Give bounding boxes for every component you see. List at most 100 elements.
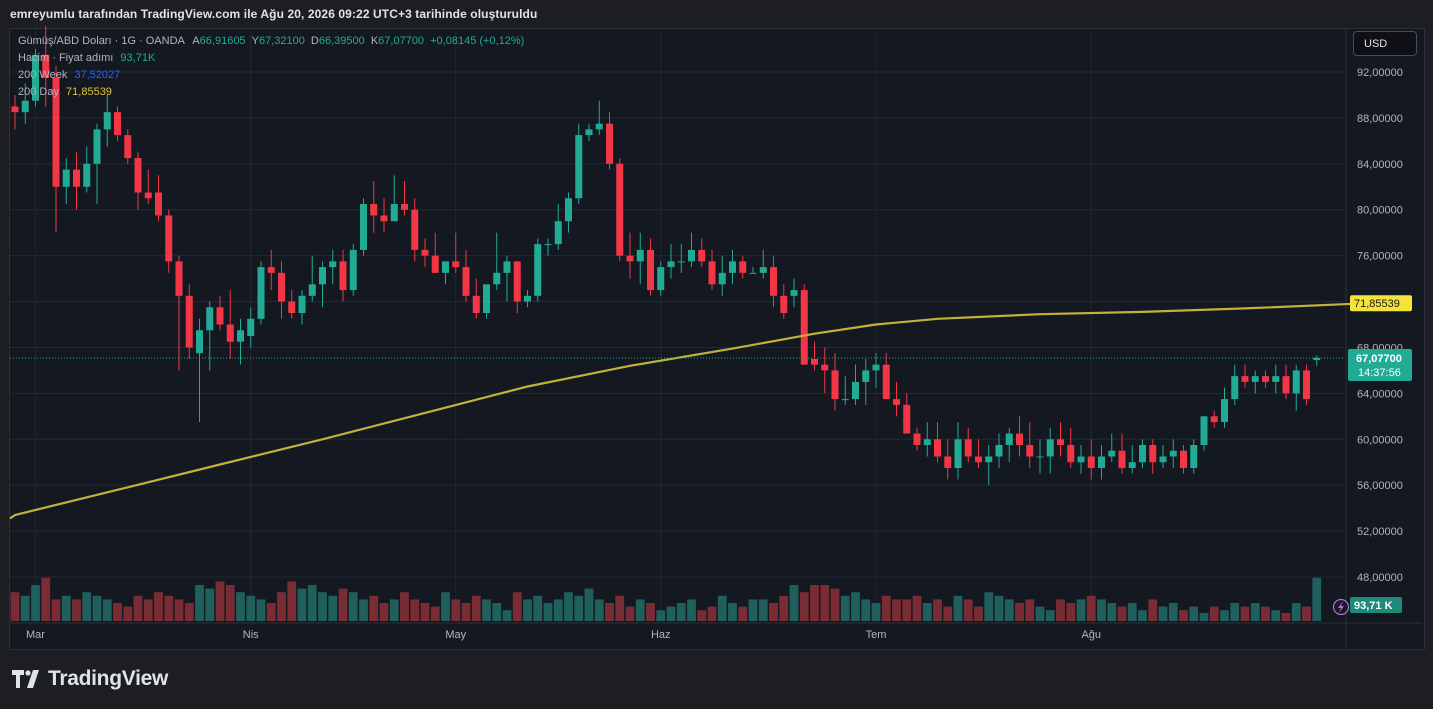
volume-bar bbox=[912, 595, 922, 621]
volume-bar bbox=[564, 592, 573, 621]
volume-bar bbox=[1117, 606, 1127, 621]
volume-bar bbox=[1199, 613, 1209, 621]
volume-bar bbox=[1025, 599, 1035, 621]
volume-bar bbox=[769, 603, 778, 621]
candle-body bbox=[1221, 399, 1228, 423]
candle-body bbox=[718, 272, 726, 285]
candle-body bbox=[759, 267, 767, 273]
volume-bar bbox=[10, 592, 20, 621]
volume-bar bbox=[482, 599, 491, 621]
legend-open-value: 66,91605 bbox=[199, 35, 246, 47]
volume-bar bbox=[963, 599, 973, 621]
candle-body bbox=[790, 290, 798, 296]
volume-bar bbox=[666, 606, 676, 621]
volume-bar bbox=[1056, 599, 1065, 621]
candle-body bbox=[677, 261, 685, 263]
candle-body bbox=[729, 261, 736, 273]
candle-body bbox=[339, 261, 347, 291]
volume-bar bbox=[1127, 603, 1137, 621]
candle-body bbox=[134, 158, 142, 193]
candle-body bbox=[32, 54, 39, 101]
candle-body bbox=[1241, 376, 1249, 382]
candle-body bbox=[995, 445, 1003, 457]
candle-body bbox=[483, 284, 490, 314]
price-tick-label: 92,00000 bbox=[1357, 67, 1403, 79]
candle-body bbox=[1128, 462, 1136, 468]
currency-button[interactable]: USD bbox=[1353, 31, 1417, 56]
volume-bar bbox=[1158, 606, 1168, 621]
volume-bar bbox=[41, 577, 51, 621]
legend-ma200w-row: 200 Week 37,52027 bbox=[18, 69, 120, 82]
volume-bar bbox=[369, 595, 379, 621]
candle-body bbox=[308, 284, 316, 296]
volume-bar bbox=[830, 588, 840, 621]
candle-body bbox=[1026, 445, 1034, 457]
volume-bar bbox=[410, 599, 420, 621]
legend-ma200d-label: 200 Day bbox=[18, 86, 59, 98]
candle-body bbox=[1118, 450, 1126, 468]
time-axis-label: May bbox=[445, 629, 466, 641]
volume-bar bbox=[113, 603, 122, 621]
volume-bar bbox=[635, 599, 645, 621]
price-tick-label: 60,00000 bbox=[1357, 434, 1403, 446]
volume-bar bbox=[287, 581, 297, 621]
volume-bar bbox=[461, 603, 471, 621]
candle-body bbox=[657, 267, 665, 291]
candle-body bbox=[442, 261, 449, 273]
last-price-badge bbox=[1348, 349, 1412, 382]
candle-body bbox=[360, 203, 367, 250]
candle-body bbox=[349, 249, 357, 291]
volume-bar bbox=[82, 592, 92, 621]
legend-symbol-row: Gümüş/ABD Doları · 1G · OANDA A66,91605 … bbox=[18, 35, 524, 48]
volume-bar bbox=[379, 603, 389, 621]
candle-body bbox=[1149, 445, 1157, 463]
candle-body bbox=[401, 203, 408, 210]
volume-bar bbox=[707, 606, 717, 621]
volume-bar bbox=[307, 585, 317, 621]
volume-bar bbox=[512, 592, 522, 621]
candle-body bbox=[1057, 439, 1064, 446]
volume-bar bbox=[277, 592, 286, 621]
candle-body bbox=[985, 456, 993, 463]
candle-body bbox=[1303, 370, 1310, 400]
candle-body bbox=[288, 301, 296, 314]
legend-ma200w-label: 200 Week bbox=[18, 69, 68, 81]
volume-bar bbox=[543, 603, 553, 621]
candle-body bbox=[83, 163, 91, 187]
candle-body bbox=[565, 198, 572, 222]
candle-body bbox=[647, 249, 654, 291]
price-tick-label: 64,00000 bbox=[1357, 388, 1403, 400]
volume-bar bbox=[994, 595, 1004, 621]
candle-body bbox=[872, 364, 880, 371]
volume-bar bbox=[615, 595, 625, 621]
candle-body bbox=[1262, 376, 1269, 382]
candle-body bbox=[636, 249, 644, 262]
volume-bar bbox=[256, 599, 266, 621]
candle-body bbox=[278, 272, 285, 302]
candle-body bbox=[606, 123, 613, 164]
candle-body bbox=[1159, 456, 1167, 463]
candle-body bbox=[144, 192, 152, 199]
volume-bar bbox=[389, 599, 399, 621]
volume-bar bbox=[266, 603, 276, 621]
candle-body bbox=[595, 123, 603, 130]
volume-bar bbox=[625, 606, 635, 621]
volume-bar bbox=[246, 595, 256, 621]
chart-panel[interactable] bbox=[9, 28, 1425, 650]
candle-body bbox=[831, 370, 839, 400]
volume-bar bbox=[1250, 603, 1260, 621]
candle-body bbox=[411, 209, 419, 250]
candle-body bbox=[1251, 376, 1259, 382]
volume-bar bbox=[143, 599, 153, 621]
volume-axis-value: 93,71 K bbox=[1354, 600, 1393, 612]
volume-bar bbox=[594, 599, 604, 621]
volume-bar bbox=[892, 599, 901, 621]
volume-bar bbox=[1004, 599, 1014, 621]
candle-body bbox=[1005, 433, 1013, 446]
candle-body bbox=[165, 215, 173, 262]
candle-body bbox=[1210, 416, 1218, 423]
volume-bar bbox=[1220, 610, 1229, 621]
candle-body bbox=[257, 267, 265, 319]
candle-body bbox=[319, 267, 326, 285]
